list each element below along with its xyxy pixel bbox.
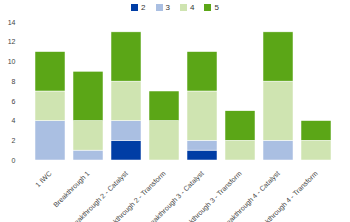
svg-text:2: 2 xyxy=(12,137,16,144)
svg-text:4: 4 xyxy=(12,117,16,124)
html-text:3: 3 xyxy=(165,2,170,12)
svg-text:0: 0 xyxy=(12,157,16,164)
svg-text:8: 8 xyxy=(12,78,16,85)
svg-text:Breakthrough 4 - Transform: Breakthrough 4 - Transform xyxy=(253,170,319,222)
svg-text:12: 12 xyxy=(8,38,16,45)
svg-text:1 IWC: 1 IWC xyxy=(34,170,53,189)
svg-text:Breakthrough 1: Breakthrough 1 xyxy=(52,170,92,210)
html-text:4: 4 xyxy=(190,2,195,12)
svg-text:6: 6 xyxy=(12,98,16,105)
svg-text:10: 10 xyxy=(8,58,16,65)
html-text:5: 5 xyxy=(214,2,219,12)
svg-text:14: 14 xyxy=(8,19,16,26)
html-text:2: 2 xyxy=(141,2,146,12)
